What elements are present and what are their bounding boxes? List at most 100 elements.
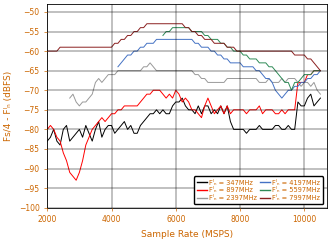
Fᴵₙ = 5597MHz	[200, 30, 204, 33]
Fᴵₙ = 5597MHz	[318, 69, 322, 72]
Fᴵₙ = 2397MHz	[318, 93, 322, 96]
Fᴵₙ = 5597MHz	[193, 30, 197, 33]
Fᴵₙ = 897MHz	[77, 171, 81, 174]
Fᴵₙ = 347MHz	[258, 124, 261, 127]
Fᴵₙ = 2397MHz	[68, 97, 72, 100]
Fᴵₙ = 4197MHz	[203, 46, 207, 49]
Fᴵₙ = 5597MHz	[312, 69, 316, 72]
Line: Fᴵₙ = 897MHz: Fᴵₙ = 897MHz	[47, 71, 320, 180]
Fᴵₙ = 7997MHz	[52, 50, 56, 52]
Fᴵₙ = 7997MHz	[258, 50, 261, 52]
Fᴵₙ = 4197MHz	[155, 38, 159, 41]
Fᴵₙ = 5597MHz	[267, 65, 271, 68]
Fᴵₙ = 4197MHz	[219, 53, 223, 56]
Line: Fᴵₙ = 7997MHz: Fᴵₙ = 7997MHz	[47, 24, 320, 71]
Fᴵₙ = 5597MHz	[251, 58, 255, 61]
X-axis label: Sample Rate (MSPS): Sample Rate (MSPS)	[141, 230, 233, 239]
Fᴵₙ = 7997MHz	[45, 50, 49, 52]
Fᴵₙ = 5597MHz	[215, 38, 219, 41]
Fᴵₙ = 7997MHz	[280, 50, 284, 52]
Fᴵₙ = 2397MHz	[174, 69, 178, 72]
Fᴵₙ = 2397MHz	[148, 61, 152, 64]
Fᴵₙ = 5597MHz	[167, 30, 171, 33]
Fᴵₙ = 897MHz	[312, 69, 316, 72]
Fᴵₙ = 5597MHz	[248, 58, 252, 61]
Line: Fᴵₙ = 4197MHz: Fᴵₙ = 4197MHz	[118, 39, 320, 98]
Fᴵₙ = 347MHz	[61, 128, 65, 131]
Line: Fᴵₙ = 5597MHz: Fᴵₙ = 5597MHz	[163, 28, 320, 90]
Fᴵₙ = 347MHz	[318, 97, 322, 100]
Fᴵₙ = 5597MHz	[161, 34, 165, 37]
Fᴵₙ = 5597MHz	[306, 73, 309, 76]
Fᴵₙ = 897MHz	[52, 128, 56, 131]
Fᴵₙ = 2397MHz	[219, 81, 223, 84]
Fᴵₙ = 5597MHz	[170, 26, 174, 29]
Fᴵₙ = 2397MHz	[132, 69, 136, 72]
Fᴵₙ = 5597MHz	[260, 61, 264, 64]
Fᴵₙ = 5597MHz	[280, 77, 284, 80]
Fᴵₙ = 347MHz	[52, 128, 56, 131]
Fᴵₙ = 5597MHz	[213, 38, 216, 41]
Fᴵₙ = 5597MHz	[206, 34, 210, 37]
Fᴵₙ = 4197MHz	[248, 65, 252, 68]
Fᴵₙ = 5597MHz	[309, 73, 313, 76]
Fᴵₙ = 347MHz	[77, 128, 81, 131]
Fᴵₙ = 5597MHz	[177, 26, 181, 29]
Fᴵₙ = 347MHz	[45, 140, 49, 143]
Fᴵₙ = 4197MHz	[251, 65, 255, 68]
Fᴵₙ = 897MHz	[318, 69, 322, 72]
Fᴵₙ = 5597MHz	[164, 30, 168, 33]
Fᴵₙ = 5597MHz	[190, 30, 194, 33]
Fᴵₙ = 4197MHz	[142, 46, 146, 49]
Fᴵₙ = 7997MHz	[180, 22, 184, 25]
Fᴵₙ = 7997MHz	[74, 46, 78, 49]
Fᴵₙ = 5597MHz	[315, 69, 319, 72]
Fᴵₙ = 5597MHz	[187, 26, 191, 29]
Legend: Fᴵₙ = 347MHz, Fᴵₙ = 897MHz, Fᴵₙ = 2397MHz, Fᴵₙ = 4197MHz, Fᴵₙ = 5597MHz, Fᴵₙ = 7: Fᴵₙ = 347MHz, Fᴵₙ = 897MHz, Fᴵₙ = 2397MH…	[194, 176, 323, 204]
Fᴵₙ = 5597MHz	[264, 61, 268, 64]
Fᴵₙ = 7997MHz	[145, 22, 149, 25]
Fᴵₙ = 5597MHz	[174, 26, 178, 29]
Fᴵₙ = 5597MHz	[273, 69, 277, 72]
Fᴵₙ = 347MHz	[309, 93, 313, 96]
Fᴵₙ = 347MHz	[280, 128, 284, 131]
Fᴵₙ = 5597MHz	[222, 42, 226, 45]
Fᴵₙ = 7997MHz	[318, 69, 322, 72]
Line: Fᴵₙ = 347MHz: Fᴵₙ = 347MHz	[47, 94, 320, 145]
Fᴵₙ = 897MHz	[180, 101, 184, 104]
Fᴵₙ = 2397MHz	[138, 69, 142, 72]
Fᴵₙ = 5597MHz	[180, 26, 184, 29]
Fᴵₙ = 5597MHz	[209, 38, 213, 41]
Fᴵₙ = 5597MHz	[302, 73, 306, 76]
Fᴵₙ = 5597MHz	[299, 77, 303, 80]
Fᴵₙ = 5597MHz	[286, 81, 290, 84]
Fᴵₙ = 5597MHz	[241, 53, 245, 56]
Fᴵₙ = 5597MHz	[203, 34, 207, 37]
Fᴵₙ = 4197MHz	[116, 65, 120, 68]
Fᴵₙ = 2397MHz	[77, 104, 81, 107]
Fᴵₙ = 5597MHz	[232, 50, 236, 52]
Fᴵₙ = 5597MHz	[293, 81, 297, 84]
Y-axis label: Fs/4 - Fᴵₙ (dBFS): Fs/4 - Fᴵₙ (dBFS)	[4, 71, 13, 141]
Fᴵₙ = 5597MHz	[270, 65, 274, 68]
Fᴵₙ = 5597MHz	[258, 61, 261, 64]
Fᴵₙ = 4197MHz	[280, 97, 284, 100]
Fᴵₙ = 5597MHz	[183, 26, 187, 29]
Fᴵₙ = 5597MHz	[283, 81, 287, 84]
Fᴵₙ = 5597MHz	[296, 81, 300, 84]
Fᴵₙ = 4197MHz	[232, 61, 236, 64]
Fᴵₙ = 2397MHz	[177, 69, 181, 72]
Fᴵₙ = 5597MHz	[277, 73, 281, 76]
Fᴵₙ = 4197MHz	[318, 69, 322, 72]
Fᴵₙ = 5597MHz	[228, 46, 232, 49]
Fᴵₙ = 897MHz	[258, 104, 261, 107]
Fᴵₙ = 5597MHz	[219, 42, 223, 45]
Fᴵₙ = 5597MHz	[254, 58, 258, 61]
Fᴵₙ = 5597MHz	[245, 53, 249, 56]
Line: Fᴵₙ = 2397MHz: Fᴵₙ = 2397MHz	[70, 63, 320, 106]
Fᴵₙ = 897MHz	[280, 108, 284, 111]
Fᴵₙ = 897MHz	[58, 140, 62, 143]
Fᴵₙ = 5597MHz	[235, 50, 239, 52]
Fᴵₙ = 897MHz	[74, 179, 78, 182]
Fᴵₙ = 897MHz	[45, 128, 49, 131]
